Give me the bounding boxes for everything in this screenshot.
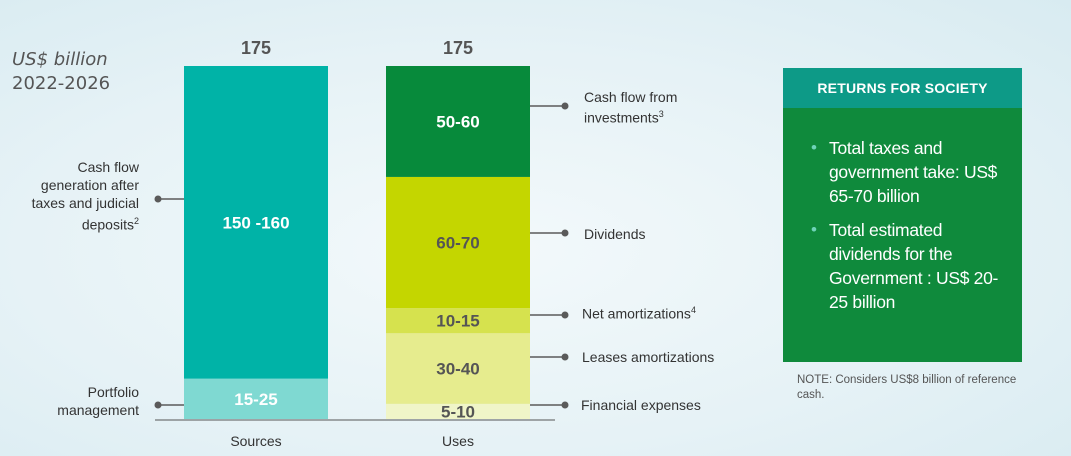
bullet-icon: • [811, 138, 817, 157]
connector-financial-dot [561, 401, 569, 409]
label-dividends: Dividends [584, 226, 646, 242]
connector-cf-investments-dot [561, 102, 569, 110]
bullet-icon: • [811, 220, 817, 239]
returns-item-dividends: • Total estimated dividends for the Gove… [811, 218, 1002, 314]
category-label: Sources [230, 433, 281, 449]
label-financial-expenses: Financial expenses [581, 397, 701, 413]
bar-segment [386, 308, 530, 334]
label-portfolio-management: Portfolio management [57, 383, 139, 419]
unit-currency: US$ billion [12, 49, 108, 70]
bar-segment [386, 176, 530, 309]
returns-body: • Total taxes and government take: US$ 6… [783, 108, 1022, 362]
segment-value-label: 30-40 [436, 360, 479, 379]
connector-net-amort-dot [561, 311, 569, 319]
label-line: Cash flow [77, 159, 139, 175]
connector-dividends-dot [561, 229, 569, 237]
label-cash-flow-generation: Cash flow generation after taxes and jud… [32, 158, 139, 234]
returns-item-taxes: • Total taxes and government take: US$ 6… [811, 136, 1002, 208]
label-cash-flow-investments: Cash flow from investments3 [584, 89, 677, 127]
bar-total-label: 175 [443, 38, 473, 58]
label-leases-amortizations: Leases amortizations [582, 349, 715, 365]
bar-total-label: 175 [241, 38, 271, 58]
footnote-marker: 4 [690, 305, 696, 315]
connector-portfolio-dot [154, 401, 162, 409]
segment-value-label: 10-15 [436, 312, 479, 331]
bar-segment [386, 66, 530, 177]
bar-segment [386, 333, 530, 404]
label-line: generation after [40, 177, 139, 193]
label-line: investments3 [584, 106, 677, 127]
label-net-amortizations: Net amortizations4 [582, 302, 696, 323]
label-line: management [57, 402, 139, 418]
unit-label: US$ billion 2022-2026 [12, 48, 110, 96]
connector-leases-dot [561, 353, 569, 361]
label-text: investments [584, 109, 659, 126]
bar-segment [386, 403, 530, 419]
label-line: taxes and judicial [31, 195, 139, 211]
segment-value-label: 5-10 [441, 402, 475, 421]
unit-period: 2022-2026 [12, 73, 111, 94]
connector-cash-flow-generation-dot [154, 195, 162, 203]
bar-segment [184, 378, 328, 419]
returns-item-text: Total taxes and government take: US$ 65-… [829, 138, 998, 206]
segment-value-label: 60-70 [436, 234, 479, 253]
label-line: deposits2 [32, 212, 139, 234]
label-line: Cash flow from [584, 89, 678, 105]
returns-item-text: Total estimated dividends for the Govern… [829, 220, 999, 312]
note-text: NOTE: Considers US$8 billion of referenc… [797, 374, 1017, 401]
label-text: deposits [81, 216, 134, 233]
segment-value-label: 150 -160 [222, 213, 289, 232]
returns-header: RETURNS FOR SOCIETY [783, 68, 1022, 108]
label-line: Portfolio [87, 384, 139, 400]
bar-segment [184, 66, 328, 379]
footnote-marker: 2 [133, 216, 139, 226]
segment-value-label: 50-60 [436, 112, 479, 131]
footnote-marker: 3 [658, 109, 664, 119]
category-label: Uses [442, 433, 474, 449]
segment-value-label: 15-25 [234, 390, 277, 409]
label-text: Net amortizations [582, 305, 691, 322]
